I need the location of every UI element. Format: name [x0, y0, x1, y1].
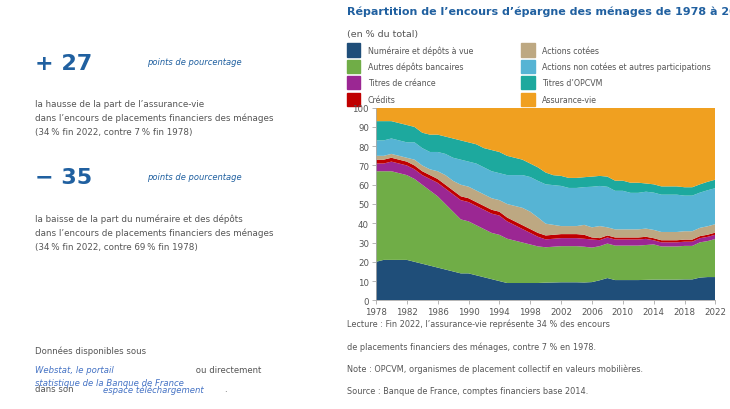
Text: Répartition de l’encours d’épargne des ménages de 1978 à 2022: Répartition de l’encours d’épargne des m…	[347, 6, 730, 17]
Text: + 27: + 27	[35, 54, 92, 73]
Text: Titres de créance: Titres de créance	[368, 79, 435, 88]
Text: Lecture : Fin 2022, l’assurance-vie représente 34 % des encours: Lecture : Fin 2022, l’assurance-vie repr…	[347, 319, 610, 328]
Text: Données disponibles sous: Données disponibles sous	[35, 346, 149, 355]
Bar	[521, 44, 534, 58]
Bar	[347, 44, 360, 58]
Bar	[347, 94, 360, 107]
Bar	[521, 76, 534, 90]
Text: Actions cotées: Actions cotées	[542, 47, 599, 56]
Text: de placements financiers des ménages, contre 7 % en 1978.: de placements financiers des ménages, co…	[347, 341, 596, 351]
Bar	[347, 61, 360, 74]
Text: dans son: dans son	[35, 384, 77, 393]
Text: Titres d’OPCVM: Titres d’OPCVM	[542, 79, 603, 88]
Text: Assurance-vie: Assurance-vie	[542, 96, 597, 105]
Text: la baisse de la part du numéraire et des dépôts
dans l’encours de placements fin: la baisse de la part du numéraire et des…	[35, 214, 274, 251]
Text: (en % du total): (en % du total)	[347, 30, 418, 39]
Text: points de pourcentage: points de pourcentage	[147, 58, 242, 67]
Text: ou directement: ou directement	[193, 365, 261, 374]
Text: Crédits: Crédits	[368, 96, 396, 105]
Text: points de pourcentage: points de pourcentage	[147, 172, 242, 181]
Text: Source : Banque de France, comptes financiers base 2014.: Source : Banque de France, comptes finan…	[347, 387, 588, 396]
Text: Actions non cotées et autres participations: Actions non cotées et autres participati…	[542, 63, 711, 72]
Text: Numéraire et dépôts à vue: Numéraire et dépôts à vue	[368, 46, 473, 56]
Bar	[521, 61, 534, 74]
Text: espace téléchargement: espace téléchargement	[104, 384, 204, 394]
Bar	[347, 76, 360, 90]
Text: Webstat, le portail
statistique de la Banque de France: Webstat, le portail statistique de la Ba…	[35, 365, 184, 387]
Text: Autres dépôts bancaires: Autres dépôts bancaires	[368, 63, 463, 72]
Text: Note : OPCVM, organismes de placement collectif en valeurs mobilières.: Note : OPCVM, organismes de placement co…	[347, 364, 642, 373]
Text: la hausse de la part de l’assurance-vie
dans l’encours de placements financiers : la hausse de la part de l’assurance-vie …	[35, 100, 274, 136]
Text: .: .	[224, 384, 227, 393]
Text: − 35: − 35	[35, 168, 92, 188]
Bar	[521, 94, 534, 107]
